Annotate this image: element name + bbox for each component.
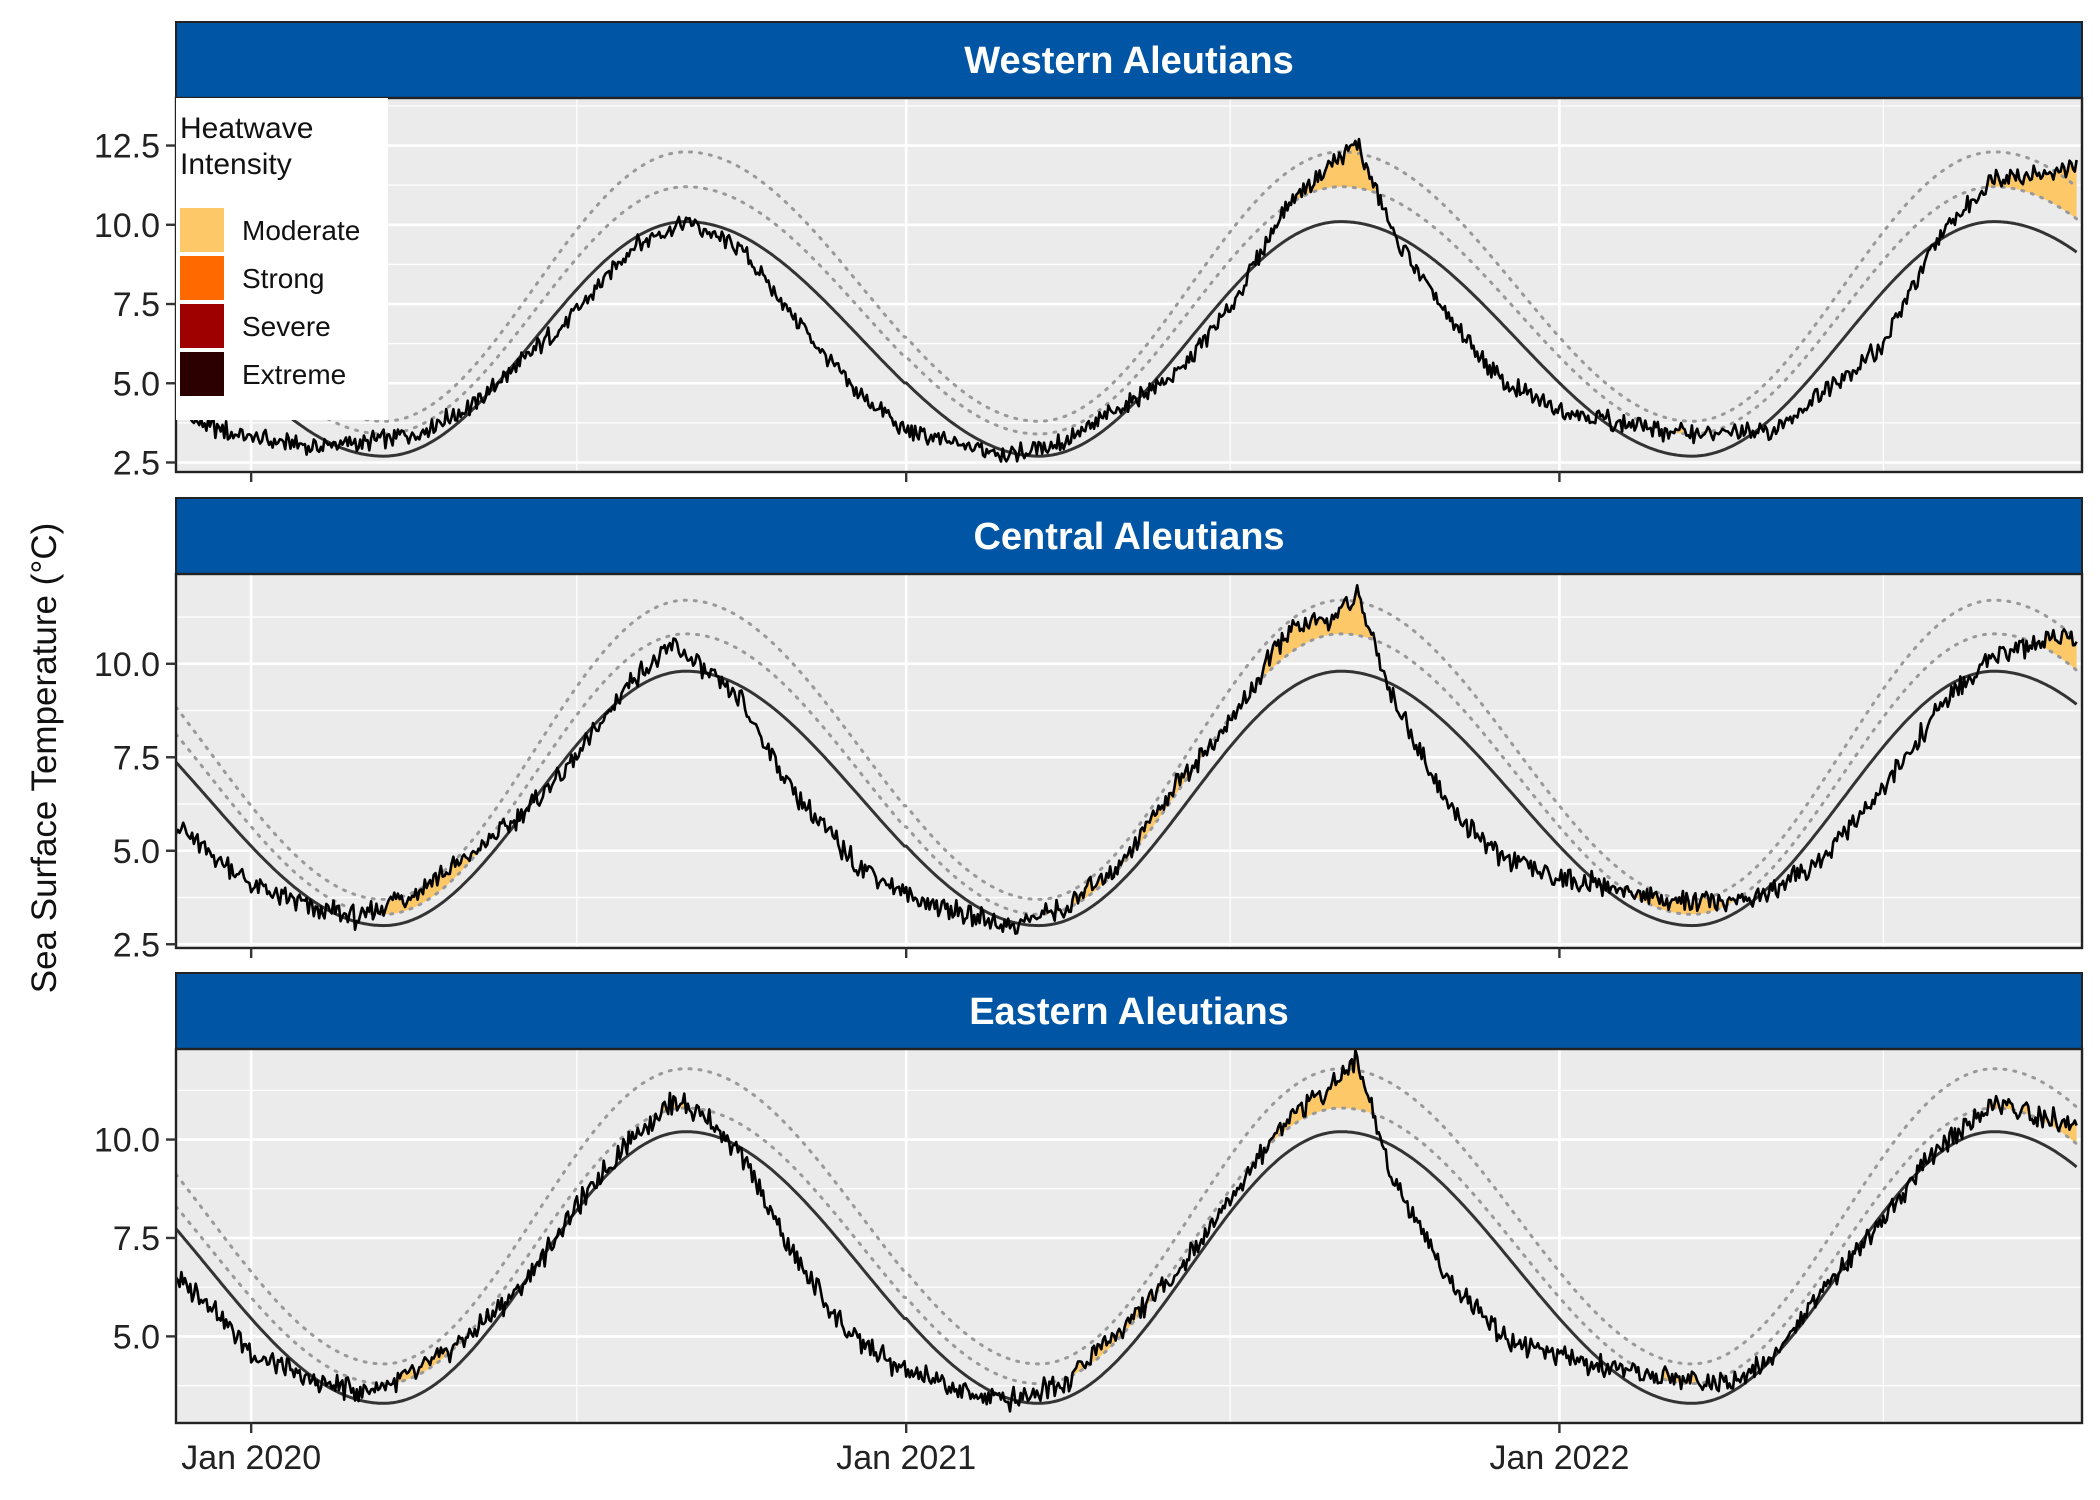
panel-background xyxy=(176,574,2082,948)
panel-central-aleutians: Central Aleutians 2.5 5.0 7.5 10.0 xyxy=(94,497,2084,964)
sst-line xyxy=(176,137,2078,463)
panel-background xyxy=(176,1049,2082,1423)
heatwave-moderate-area xyxy=(1262,585,1374,679)
plot-area xyxy=(176,574,2082,948)
x-tick-label: Jan 2020 xyxy=(181,1439,321,1477)
legend-label-strong: Strong xyxy=(242,263,325,294)
threshold-upper-line xyxy=(176,1067,2079,1366)
legend-key-severe xyxy=(180,304,224,348)
y-tick-label: 5.0 xyxy=(113,1318,160,1356)
y-tick-label: 10.0 xyxy=(94,1122,160,1160)
facet-title: Eastern Aleutians xyxy=(969,991,1289,1033)
y-tick-label: 2.5 xyxy=(113,444,160,482)
facet-strip xyxy=(175,21,2083,99)
facet-panels: Western Aleutians 2.5 5.0 7.5 10.0 12.5 Centra… xyxy=(94,21,2084,1477)
legend-title: Intensity xyxy=(180,148,292,181)
x-tick-label: Jan 2021 xyxy=(836,1439,976,1477)
heatwave-moderate-area xyxy=(1987,160,2077,219)
legend-label-moderate: Moderate xyxy=(242,215,360,246)
panel-border xyxy=(174,572,2084,950)
facet-strip xyxy=(175,972,2083,1050)
plot-area xyxy=(176,98,2082,472)
facet-title: Central Aleutians xyxy=(973,516,1284,558)
y-tick-label: 7.5 xyxy=(113,1220,160,1258)
y-tick-label: 10.0 xyxy=(94,207,160,245)
heatwave-moderate-area xyxy=(1296,139,1377,200)
y-tick-label: 10.0 xyxy=(94,646,160,684)
panel-eastern-aleutians: Eastern Aleutians 5.0 7.5 10.0 Jan 2020 Jan 2… xyxy=(94,972,2084,1477)
legend-key-moderate xyxy=(180,208,224,252)
threshold-lower-line xyxy=(176,185,2079,436)
y-tick-label: 5.0 xyxy=(113,833,160,871)
y-tick-label: 12.5 xyxy=(94,128,160,166)
facet-strip xyxy=(175,497,2083,575)
heatwave-moderate-area xyxy=(1072,1361,1084,1376)
y-tick-label: 2.5 xyxy=(113,926,160,964)
sst-line xyxy=(176,1049,2078,1413)
y-tick-label: 7.5 xyxy=(113,739,160,777)
y-tick-label: 5.0 xyxy=(113,365,160,403)
legend-key-extreme xyxy=(180,352,224,396)
plot-area xyxy=(176,1049,2082,1423)
legend-label-extreme: Extreme xyxy=(242,359,346,390)
x-tick-label: Jan 2022 xyxy=(1489,1439,1629,1477)
panel-western-aleutians: Western Aleutians 2.5 5.0 7.5 10.0 12.5 xyxy=(94,21,2084,482)
panel-border xyxy=(174,1047,2084,1425)
facet-title: Western Aleutians xyxy=(964,40,1293,82)
legend-label-severe: Severe xyxy=(242,311,331,342)
threshold-upper-line xyxy=(176,150,2079,423)
threshold-lower-line xyxy=(176,1106,2079,1386)
y-axis-label: Sea Surface Temperature (°C) xyxy=(25,523,64,994)
legend-key-strong xyxy=(180,256,224,300)
sst-line xyxy=(176,584,2078,935)
legend-title: Heatwave xyxy=(180,112,313,145)
y-tick-label: 7.5 xyxy=(113,286,160,324)
